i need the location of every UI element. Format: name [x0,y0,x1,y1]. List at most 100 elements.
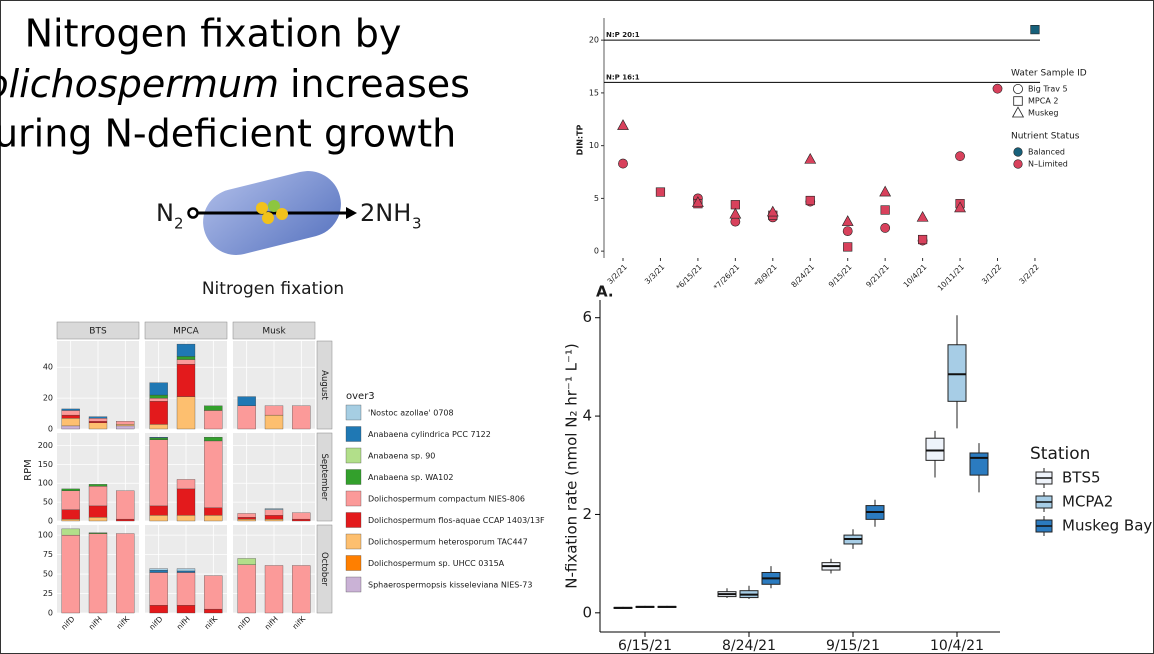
point [655,187,666,197]
point [766,205,779,217]
bar-segment [204,575,223,610]
legend-swatch [345,404,362,421]
y-tick-label: 200 [38,441,53,450]
x-tick-label: nifD [235,614,252,631]
legend-label: Anabaena sp. 90 [368,452,435,461]
bar-segment [61,410,80,416]
x-tick-label: 8/24/21 [722,638,776,654]
bar-segment [149,424,168,430]
bar-segment [61,490,80,510]
bar-segment [292,565,311,614]
bar-segment [237,513,256,518]
legend-symbol [1013,84,1024,95]
facet-label: BTS [89,327,107,337]
legend-label: Muskeg Bay [1062,517,1152,535]
legend-label: Dolichospermum heterosporum TAC447 [368,538,528,547]
bar-segment [88,532,108,534]
legend-label: Dolichospermum flos-aquae CCAP 1403/13F [368,516,545,525]
arrow-tail [187,207,199,219]
bar-segment [88,533,108,614]
bar-segment [237,396,256,406]
bar-segment [264,515,284,520]
y-tick-label: 40 [43,363,53,372]
bar-segment [88,418,108,422]
x-tick-label: nifK [291,614,308,631]
point [916,210,929,222]
point [955,151,965,162]
bar-segment [204,410,223,430]
bar-segment [264,518,284,522]
bar-segment [292,512,311,520]
bar-segment [149,394,168,399]
point [843,242,853,252]
y-tick-label: 20 [589,36,599,45]
bar-segment [149,515,168,522]
bar-segment [88,505,108,518]
reactant-sub: 2 [174,215,184,233]
x-tick-label: 10/4/21 [902,262,929,289]
legend-label: 'Nostoc azollae' 0708 [368,409,454,418]
bar-segment [61,488,80,491]
point [805,195,815,206]
bar-segment [149,437,168,439]
facet-strip [232,321,316,340]
legend-swatch [345,447,362,464]
bar-segment [176,356,196,360]
bar-segment [61,414,80,419]
bar-segment [204,437,223,442]
y-tick-label: 100 [38,531,53,540]
y-tick-label: 50 [43,570,53,579]
legend-swatch [345,512,362,528]
y-tick-label: 0 [48,609,53,618]
bar-segment [149,605,168,614]
title-line: during N-deficient growth [0,112,456,156]
enzyme [268,200,280,212]
point [617,119,629,130]
row-label: October [319,552,329,587]
reactant: N [156,199,174,227]
legend-swatch [345,533,362,550]
bar-segment [237,517,256,520]
bar-segment [61,509,80,520]
y-tick-label: 150 [38,460,53,469]
bar-segment [176,396,196,430]
point [730,200,740,210]
legend-label: Dolichospermum sp. UHCC 0315A [368,559,505,568]
legend-label: Big Trav 5 [1028,85,1068,94]
legend-swatch [345,555,362,571]
bar-segment [149,439,168,507]
row-strip [316,340,333,430]
y-tick-label: 0 [582,603,592,621]
legend-title: over3 [346,391,375,402]
x-tick-label: nifH [87,614,104,631]
bar-segment [176,515,196,522]
point [992,83,1003,94]
bar-segment [237,518,256,522]
bar-segment [88,421,108,423]
enzyme [262,212,274,224]
point [842,226,853,236]
y-tick-label: 6 [582,308,592,326]
legend-label: Dolichospermum compactum NIES-806 [368,495,525,504]
bar-segment [88,484,108,487]
y-tick-label: 2 [582,505,592,523]
bar-segment [176,572,196,606]
bar-segment [149,382,168,396]
facet-strip [144,321,228,340]
bar-segment [176,479,196,490]
point [841,215,854,226]
row-strip [316,524,333,614]
legend-swatch [345,490,362,507]
box [969,452,989,476]
x-tick-label: 6/15/21 [618,638,672,654]
x-tick-label: 10/11/21 [936,262,966,292]
legend-label: MCPA2 [1062,493,1113,511]
box [925,437,945,461]
y-tick-label: 5 [594,194,599,203]
bar-segment [116,490,135,520]
point [880,205,890,215]
x-tick-label: 3/2/22 [1017,262,1041,286]
x-tick-label: *6/15/21 [674,262,704,292]
bar-segment [149,568,168,571]
